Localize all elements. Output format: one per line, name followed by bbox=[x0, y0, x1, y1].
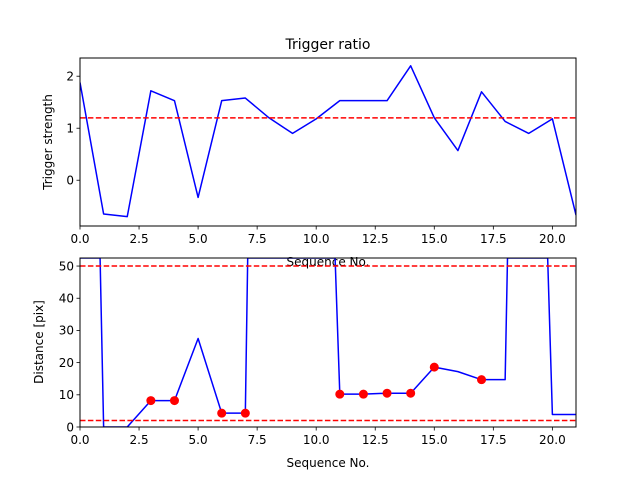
data-point bbox=[240, 408, 250, 418]
x-tick-label: 0.0 bbox=[70, 232, 89, 246]
chart-distance: 0.0 2.5 5.0 7.5 10.0 12.5 15.0 17.5 20.0 0 10 20 30… bbox=[32, 257, 577, 470]
y-tick-label: 30 bbox=[59, 324, 74, 338]
data-point bbox=[146, 396, 156, 406]
y-tick-label: 0 bbox=[66, 174, 74, 188]
y-tick-label: 40 bbox=[59, 292, 74, 306]
x-tick-label: 20.0 bbox=[539, 232, 566, 246]
x-tick-label: 7.5 bbox=[248, 232, 267, 246]
x-tick-label: 12.5 bbox=[362, 232, 389, 246]
x-tick-label: 5.0 bbox=[189, 433, 208, 447]
x-tick-label: 20.0 bbox=[539, 433, 566, 447]
plot-area bbox=[80, 258, 576, 427]
chart-title: Trigger ratio bbox=[284, 37, 370, 53]
y-tick-label: 0 bbox=[66, 420, 74, 434]
y-axis-label: Trigger strength bbox=[41, 94, 55, 191]
x-tick-label: 2.5 bbox=[130, 232, 149, 246]
plot-frame bbox=[79, 57, 577, 227]
x-tick-label: 10.0 bbox=[303, 433, 330, 447]
x-axis: 0.0 2.5 5.0 7.5 10.0 12.5 15.0 17.5 20.0 bbox=[70, 427, 566, 447]
data-point bbox=[169, 396, 179, 406]
x-axis-label: Sequence No. bbox=[287, 255, 370, 269]
data-point bbox=[429, 362, 439, 372]
x-tick-label: 7.5 bbox=[248, 433, 267, 447]
y-axis: 0 1 2 bbox=[66, 70, 80, 188]
x-tick-label: 0.0 bbox=[70, 433, 89, 447]
y-tick-label: 1 bbox=[66, 122, 74, 136]
data-point bbox=[335, 389, 345, 399]
x-tick-label: 15.0 bbox=[421, 232, 448, 246]
y-axis-label: Distance [pix] bbox=[32, 300, 46, 384]
x-tick-label: 17.5 bbox=[480, 232, 507, 246]
x-tick-label: 10.0 bbox=[303, 232, 330, 246]
data-point bbox=[477, 375, 487, 385]
series-line bbox=[80, 65, 576, 218]
chart-trigger-ratio: Trigger ratio 0.0 2.5 5.0 7.5 10.0 12.5 15.0 17… bbox=[41, 37, 577, 269]
x-tick-label: 12.5 bbox=[362, 433, 389, 447]
data-point bbox=[217, 408, 227, 418]
data-point bbox=[358, 389, 368, 399]
plot-area bbox=[80, 65, 576, 218]
data-point bbox=[406, 388, 416, 398]
y-axis: 0 10 20 30 40 50 bbox=[59, 259, 80, 434]
y-tick-label: 10 bbox=[59, 388, 74, 402]
x-axis-label: Sequence No. bbox=[287, 456, 370, 470]
y-tick-label: 50 bbox=[59, 259, 74, 273]
x-tick-label: 2.5 bbox=[130, 433, 149, 447]
x-tick-label: 5.0 bbox=[189, 232, 208, 246]
y-tick-label: 2 bbox=[66, 70, 74, 84]
x-tick-label: 17.5 bbox=[480, 433, 507, 447]
x-axis: 0.0 2.5 5.0 7.5 10.0 12.5 15.0 17.5 20.0 bbox=[70, 226, 566, 246]
x-tick-label: 15.0 bbox=[421, 433, 448, 447]
y-tick-label: 20 bbox=[59, 356, 74, 370]
plot-frame bbox=[79, 257, 577, 428]
data-point bbox=[382, 388, 392, 398]
